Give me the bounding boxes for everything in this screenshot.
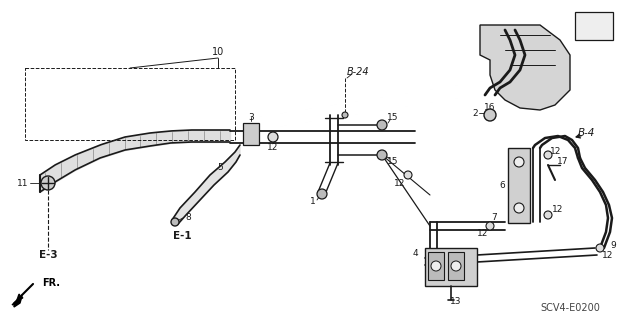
Text: 10: 10 [212, 47, 224, 57]
Text: B-24: B-24 [347, 67, 369, 77]
Text: 6: 6 [499, 181, 505, 189]
Bar [25, 68, 235, 140]
Polygon shape [14, 296, 22, 307]
Circle shape [268, 132, 278, 142]
Text: 1: 1 [310, 197, 316, 206]
Text: 4: 4 [412, 249, 418, 257]
Text: B-4: B-4 [577, 128, 595, 138]
Polygon shape [12, 295, 22, 305]
Circle shape [484, 109, 496, 121]
Circle shape [451, 261, 461, 271]
Text: 9: 9 [610, 241, 616, 249]
Text: 5: 5 [217, 164, 223, 173]
Text: SCV4-E0200: SCV4-E0200 [540, 303, 600, 313]
Polygon shape [172, 145, 240, 224]
Text: FR.: FR. [42, 278, 60, 288]
Text: 13: 13 [451, 298, 461, 307]
Bar [428, 252, 444, 280]
Polygon shape [480, 25, 570, 110]
Text: 17: 17 [557, 158, 569, 167]
Text: E-3: E-3 [38, 250, 58, 260]
Circle shape [596, 244, 604, 252]
Circle shape [171, 218, 179, 226]
Text: E-1: E-1 [173, 231, 191, 241]
Circle shape [514, 157, 524, 167]
Text: E-7: E-7 [584, 21, 604, 31]
Text: 3: 3 [248, 113, 254, 122]
Bar [243, 123, 259, 145]
Text: 12: 12 [550, 147, 562, 157]
Text: 15: 15 [387, 114, 399, 122]
Text: 12: 12 [394, 179, 406, 188]
Circle shape [431, 261, 441, 271]
Bar [575, 12, 613, 40]
Circle shape [342, 112, 348, 118]
Bar [425, 248, 477, 286]
Circle shape [544, 211, 552, 219]
Text: 16: 16 [484, 102, 496, 112]
Circle shape [317, 189, 327, 199]
Text: 2: 2 [472, 108, 478, 117]
Circle shape [486, 222, 494, 230]
Circle shape [377, 120, 387, 130]
Text: 12: 12 [552, 205, 564, 214]
Text: 12: 12 [602, 250, 614, 259]
Circle shape [404, 171, 412, 179]
Text: 7: 7 [491, 213, 497, 222]
Text: 15: 15 [387, 158, 399, 167]
Text: 12: 12 [268, 144, 278, 152]
Text: 12: 12 [477, 229, 489, 239]
Circle shape [377, 150, 387, 160]
Text: 8: 8 [185, 213, 191, 222]
Circle shape [41, 176, 55, 190]
Circle shape [514, 203, 524, 213]
Circle shape [544, 151, 552, 159]
Bar [448, 252, 464, 280]
Bar [508, 148, 530, 223]
Text: 11: 11 [17, 179, 29, 188]
